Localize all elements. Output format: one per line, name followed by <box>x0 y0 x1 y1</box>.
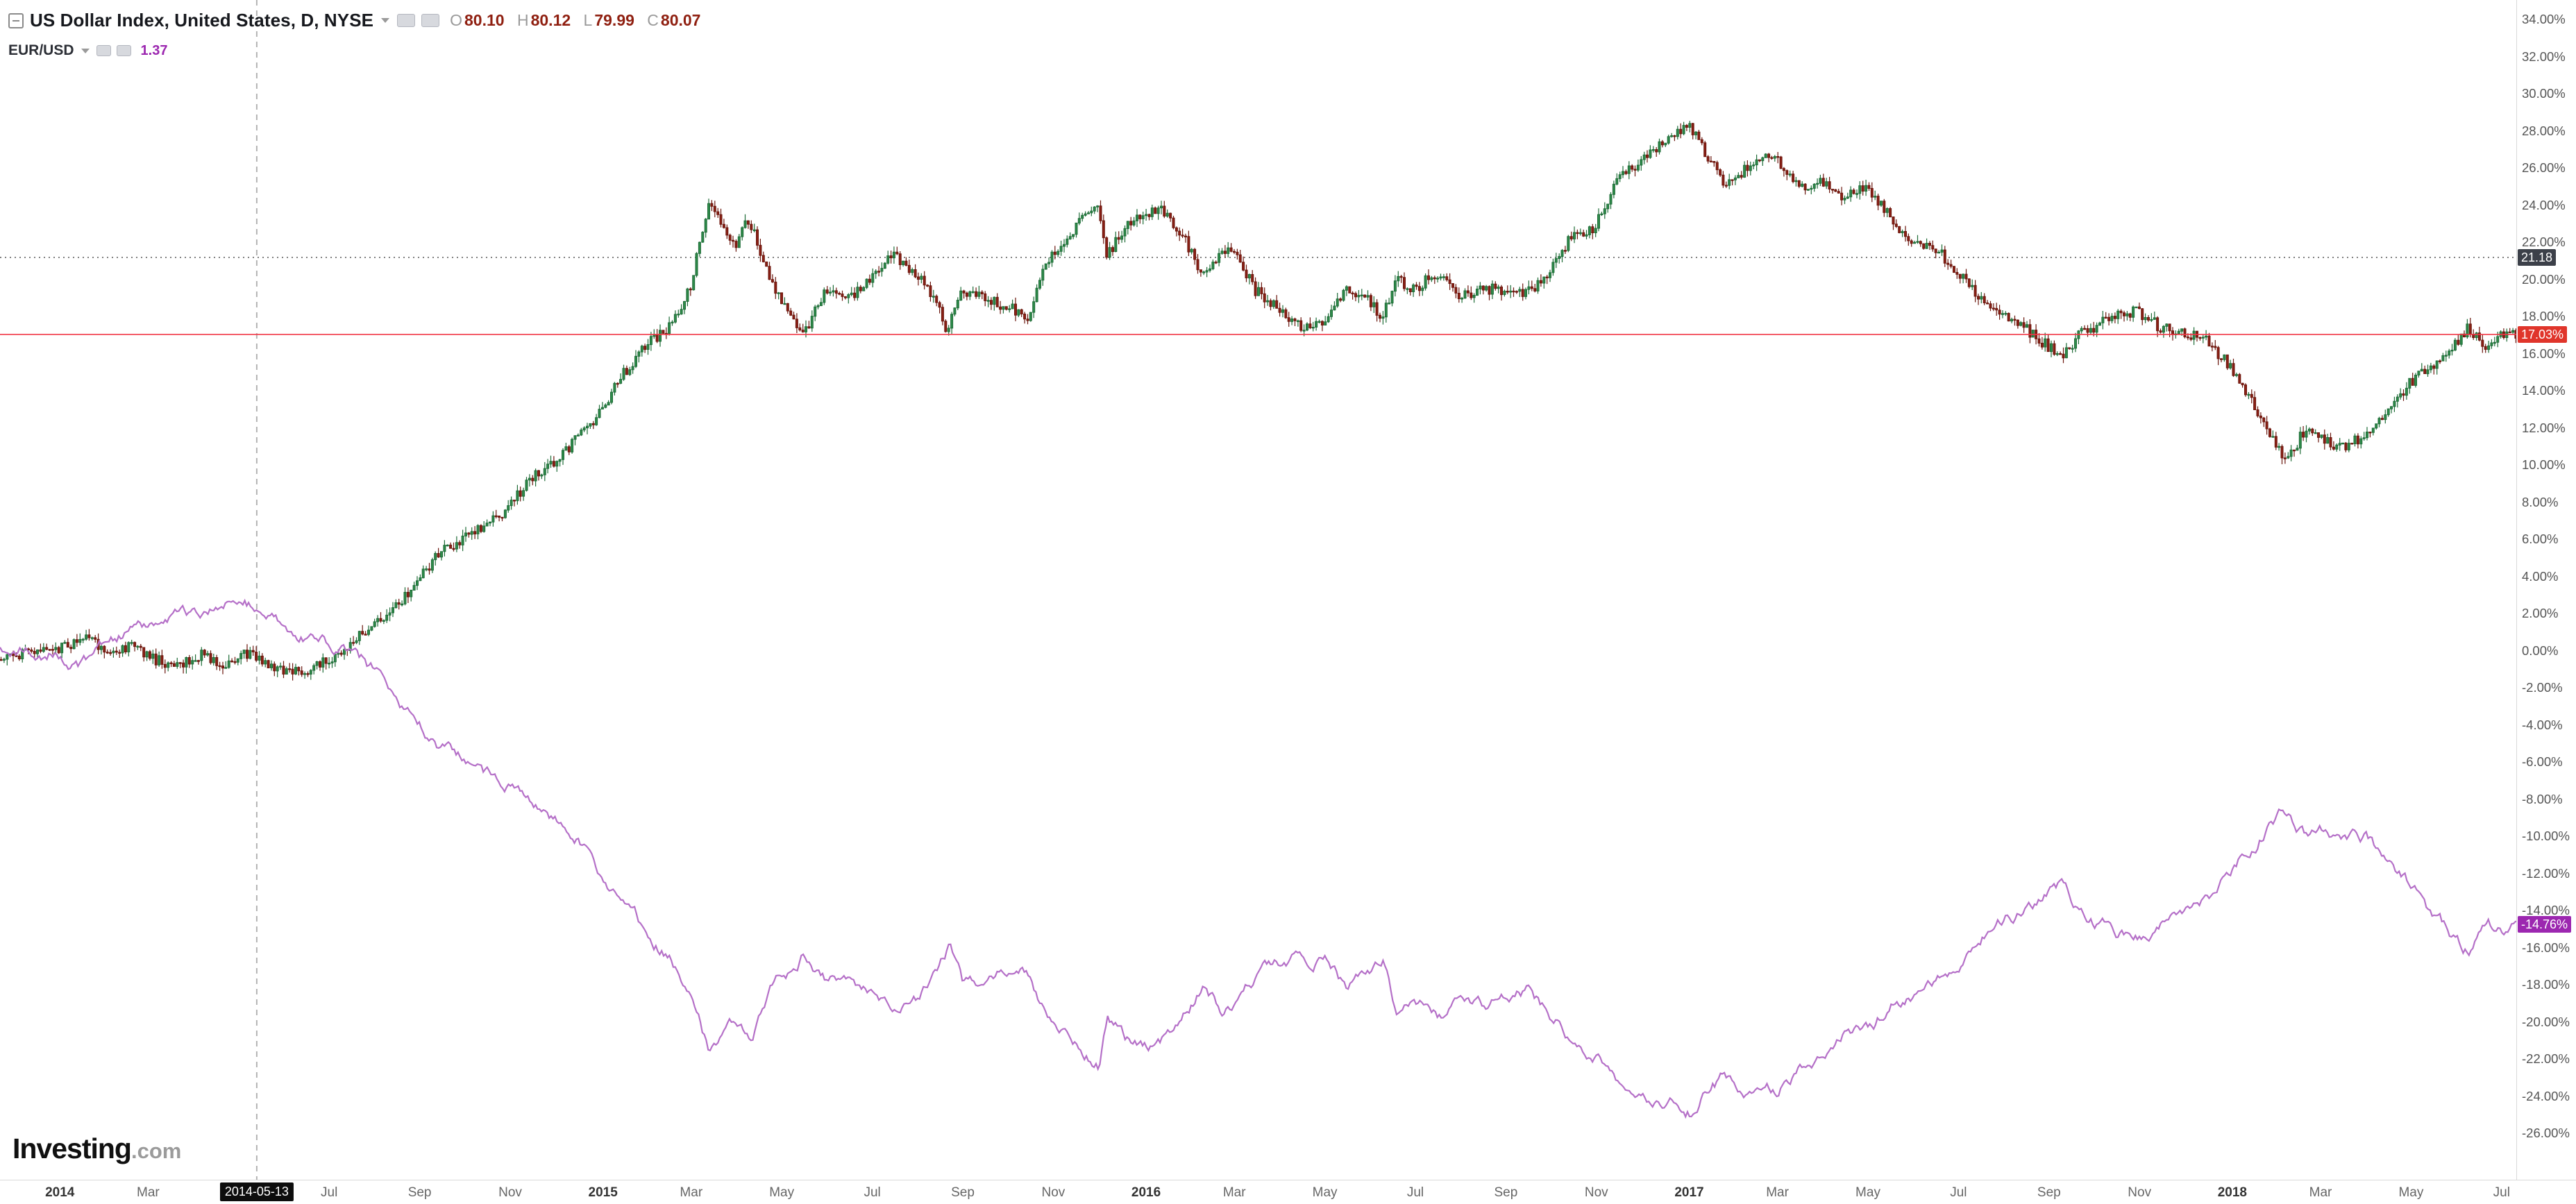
time-axis[interactable]: 2014 Mar Jul Sep Nov 2015 Mar May Jul Sep Nov 2016 M… <box>0 1180 2576 1204</box>
open-value: 80.10 <box>464 11 505 29</box>
price-axis-label: -10.00% <box>2522 829 2570 843</box>
symbol-title[interactable]: US Dollar Index, United States, D, NYSE <box>30 10 374 31</box>
ohlc-values: O 80.10 H 80.12 L 79.99 C 80.07 <box>450 11 709 30</box>
compare-series-legend[interactable]: EUR/USD 1.37 <box>8 42 709 59</box>
price-axis-label: -4.00% <box>2522 717 2563 732</box>
time-axis-label: May <box>1855 1185 1880 1200</box>
candle-up-wicks <box>3 121 2514 680</box>
legend: US Dollar Index, United States, D, NYSE … <box>8 10 709 59</box>
chart-plot-area[interactable] <box>0 0 2516 1180</box>
price-axis-label: 0.00% <box>2522 643 2559 658</box>
price-axis-label: 32.00% <box>2522 49 2566 64</box>
time-axis-label: 2018 <box>2217 1185 2247 1200</box>
time-axis-label: May <box>2398 1185 2424 1200</box>
time-axis-label: Nov <box>2128 1185 2152 1200</box>
price-axis-label: 10.00% <box>2522 457 2566 472</box>
compare-symbol[interactable]: EUR/USD <box>8 42 74 58</box>
price-axis-label: 30.00% <box>2522 86 2566 101</box>
time-axis-label: Nov <box>498 1185 522 1200</box>
time-axis-label: Sep <box>2037 1185 2061 1200</box>
time-axis-label: Jul <box>864 1185 881 1200</box>
price-axis-label: 6.00% <box>2522 532 2559 546</box>
time-axis-label: Jul <box>2493 1185 2510 1200</box>
logo-text: Investing <box>12 1133 132 1164</box>
legend-collapse-icon[interactable] <box>8 12 24 28</box>
price-axis-label: -26.00% <box>2522 1126 2570 1140</box>
chevron-down-icon[interactable] <box>381 18 390 23</box>
price-axis-label: 14.00% <box>2522 383 2566 398</box>
close-label: C <box>647 11 659 29</box>
candle-up-bodies[interactable] <box>2 123 2515 675</box>
compare-line-series[interactable] <box>0 598 2516 1119</box>
time-axis-label: 2014 <box>45 1185 75 1200</box>
price-axis-label: 22.00% <box>2522 235 2566 249</box>
close-icon[interactable] <box>116 45 131 56</box>
time-axis-label: Mar <box>137 1185 160 1200</box>
time-axis-label: Mar <box>2309 1185 2332 1200</box>
eye-icon[interactable] <box>96 45 111 56</box>
price-axis-label: 34.00% <box>2522 12 2566 26</box>
price-axis-label: -22.00% <box>2522 1051 2570 1066</box>
time-axis-label: Nov <box>1584 1185 1608 1200</box>
price-axis-label: -2.00% <box>2522 680 2563 695</box>
candle-down-wicks <box>0 123 2516 681</box>
time-axis-label: 2017 <box>1674 1185 1704 1200</box>
low-label: L <box>583 11 593 29</box>
time-axis-label: Jul <box>1406 1185 1424 1200</box>
price-axis-label: 4.00% <box>2522 568 2559 584</box>
price-axis[interactable]: 34.00% 32.00% 30.00% 28.00% 26.00% 24.00% 22.0… <box>2516 0 2576 1180</box>
price-axis-label: 20.00% <box>2522 271 2566 287</box>
time-axis-label: Mar <box>1766 1185 1789 1200</box>
price-axis-label: 18.00% <box>2522 309 2566 323</box>
compare-value: 1.37 <box>140 42 168 58</box>
time-axis-label: Sep <box>407 1185 432 1200</box>
price-axis-label: -6.00% <box>2522 754 2563 769</box>
time-axis-label: Sep <box>951 1185 975 1200</box>
main-series-legend[interactable]: US Dollar Index, United States, D, NYSE … <box>8 10 709 31</box>
time-axis-label: Jul <box>321 1185 338 1200</box>
time-axis-label: 2015 <box>588 1185 618 1200</box>
logo-suffix: .com <box>131 1139 182 1163</box>
time-axis-label: Jul <box>1950 1185 1967 1200</box>
price-axis-label: -8.00% <box>2522 791 2563 806</box>
price-axis-label: 24.00% <box>2522 197 2566 212</box>
price-axis-label: -12.00% <box>2522 865 2570 881</box>
eye-icon[interactable] <box>397 14 416 27</box>
settings-icon[interactable] <box>421 14 440 27</box>
price-axis-label: -14.00% <box>2522 903 2570 917</box>
price-axis-label: -24.00% <box>2522 1088 2570 1103</box>
chevron-down-icon[interactable] <box>81 48 90 53</box>
price-axis-label: 28.00% <box>2522 123 2566 138</box>
time-axis-label: Mar <box>680 1185 703 1200</box>
price-axis-label: -20.00% <box>2522 1014 2570 1029</box>
time-axis-label: Sep <box>1494 1185 1518 1200</box>
time-axis-label: Nov <box>1041 1185 1066 1200</box>
price-axis-label: 8.00% <box>2522 494 2559 509</box>
last-price-label: 17.03% <box>2518 325 2568 343</box>
investing-logo[interactable]: Investing.com <box>12 1133 181 1165</box>
candle-down-bodies[interactable] <box>0 123 2516 675</box>
compare-price-label: -14.76% <box>2518 916 2572 933</box>
marked-date-label: 2014-05-13 <box>219 1182 294 1201</box>
price-axis-label: 12.00% <box>2522 420 2566 435</box>
open-label: O <box>450 11 463 29</box>
minus-icon <box>12 19 19 22</box>
high-label: H <box>516 11 529 29</box>
high-value: 80.12 <box>530 11 571 29</box>
time-axis-label: May <box>1312 1185 1338 1200</box>
time-axis-label: Mar <box>1222 1185 1246 1200</box>
close-value: 80.07 <box>660 11 701 29</box>
price-axis-label: 16.00% <box>2522 346 2566 361</box>
price-axis-label: 2.00% <box>2522 606 2559 620</box>
study-price-label: 21.18 <box>2518 248 2557 266</box>
time-axis-label: May <box>769 1185 795 1200</box>
price-axis-label: -18.00% <box>2522 977 2570 992</box>
low-value: 79.99 <box>594 11 634 29</box>
price-axis-label: 26.00% <box>2522 160 2566 175</box>
time-axis-label: 2016 <box>1131 1185 1161 1200</box>
price-axis-label: -16.00% <box>2522 940 2570 955</box>
